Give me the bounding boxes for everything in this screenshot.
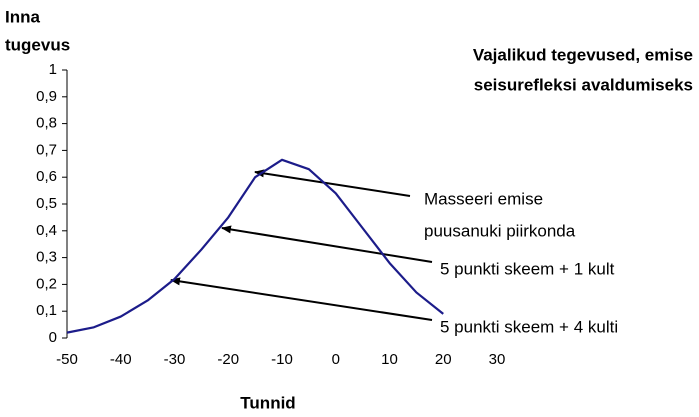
y-label: Inna [5, 7, 40, 26]
arrow [170, 277, 433, 321]
x-tick-label: -50 [56, 351, 78, 368]
annotation: puusanuki piirkonda [424, 221, 576, 240]
y-tick-label: 0,9 [36, 88, 57, 105]
annotation: 5 punkti skeem + 4 kulti [440, 317, 618, 336]
arrows [170, 169, 433, 321]
y-tick-label: 0,2 [36, 275, 57, 292]
y-tick-label: 0,3 [36, 249, 57, 266]
x-tick-label: 10 [381, 351, 398, 368]
x-label: Tunnid [240, 393, 295, 412]
y-tick-label: 1 [49, 61, 57, 78]
line [66, 158, 444, 334]
y-tick-label: 0,5 [36, 195, 57, 212]
y-label: tugevus [5, 35, 70, 54]
y-tick-label: 0,6 [36, 168, 57, 185]
y-tick-label: 0,7 [36, 141, 57, 158]
x-tick-label: -20 [217, 351, 239, 368]
arrow [221, 225, 433, 263]
annotation: Masseeri emise [424, 189, 543, 208]
annotation: 5 punkti skeem + 1 kult [440, 259, 615, 278]
x-tick-label: -10 [271, 351, 293, 368]
x-tick-label: 30 [489, 351, 506, 368]
x-tick-label: 20 [435, 351, 452, 368]
chart-title: Vajalikud tegevused, emise [473, 45, 693, 64]
y-tick-label: 0,1 [36, 302, 57, 319]
arrow [254, 169, 411, 197]
x-tick-label: 0 [332, 351, 340, 368]
y-tick-label: 0,8 [36, 115, 57, 132]
chart-title: seisurefleksi avaldumiseks [474, 75, 693, 94]
x-tick-label: -30 [164, 351, 186, 368]
x-tick-label: -40 [110, 351, 132, 368]
y-tick-label: 0 [49, 329, 57, 346]
y-tick-label: 0,4 [36, 222, 57, 239]
